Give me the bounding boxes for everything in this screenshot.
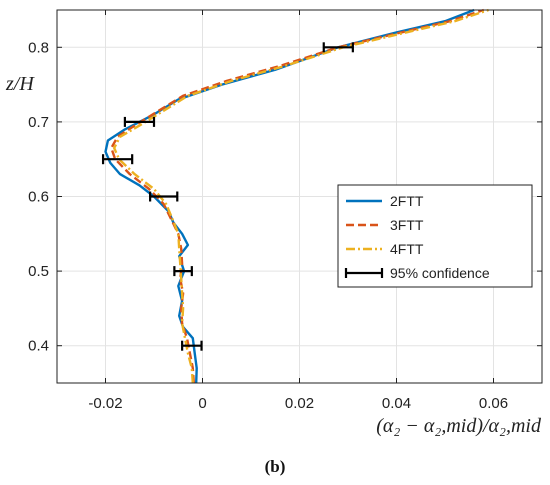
legend-label: 2FTT <box>390 193 424 209</box>
confidence-bar <box>123 116 156 127</box>
confidence-bar <box>173 266 193 277</box>
series-line-3ftt <box>110 8 485 384</box>
y-tick-label: 0.6 <box>28 189 49 206</box>
y-tick-label: 0.5 <box>28 263 49 280</box>
panel-label: (b) <box>265 457 286 476</box>
x-tick-label: 0.02 <box>285 395 314 412</box>
confidence-bar <box>181 340 203 351</box>
x-tick-label: -0.02 <box>88 395 122 412</box>
y-tick-label: 0.4 <box>28 338 49 355</box>
x-axis-label: (α₂ − α₂,mid)/α₂,mid <box>376 415 542 437</box>
legend-entry: 4FTT <box>346 241 424 257</box>
x-tick-label: 0.04 <box>382 395 411 412</box>
legend-label: 95% confidence <box>390 265 490 281</box>
legend-entry: 95% confidence <box>344 265 490 281</box>
legend-entry: 3FTT <box>346 217 424 233</box>
y-tick-label: 0.8 <box>28 39 49 56</box>
legend-label: 3FTT <box>390 217 424 233</box>
x-tick-label: 0.06 <box>479 395 508 412</box>
y-tick-label: 0.7 <box>28 114 49 131</box>
y-axis-label: z/H <box>5 73 35 95</box>
legend-entry: 2FTT <box>346 193 424 209</box>
ticks: -0.02 0 0.02 0.04 0.06 0.4 0.5 0.6 0.7 0.8 <box>28 10 542 412</box>
legend-label: 4FTT <box>390 241 424 257</box>
legend: 2FTT 3FTT 4FTT 95% confidence <box>337 184 533 288</box>
x-tick-label: 0 <box>198 395 206 412</box>
confidence-bars <box>101 42 354 351</box>
confidence-bar <box>149 191 179 202</box>
confidence-bar <box>322 42 354 53</box>
confidence-bar <box>101 154 134 165</box>
